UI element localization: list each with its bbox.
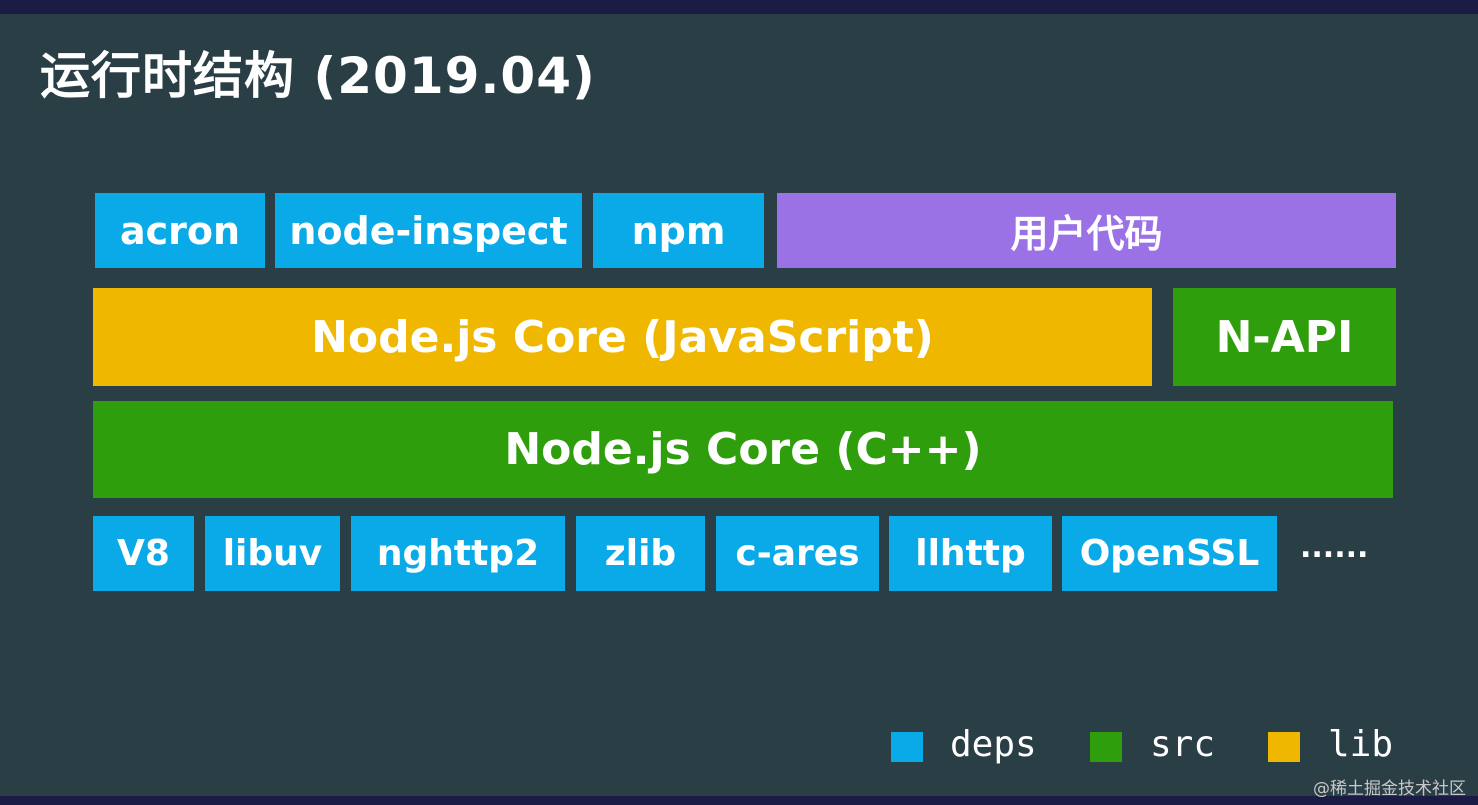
component-block: node-inspect — [275, 193, 582, 268]
legend-label: src — [1150, 724, 1216, 765]
component-block: acron — [95, 193, 265, 268]
component-block: llhttp — [889, 516, 1052, 591]
component-block: V8 — [93, 516, 194, 591]
slide-title: 运行时结构 (2019.04) — [40, 47, 596, 105]
bottom-strip — [0, 796, 1478, 805]
legend-label: deps — [950, 724, 1037, 765]
component-block: nghttp2 — [351, 516, 565, 591]
more-deps: ...... — [1300, 530, 1369, 565]
component-block: N-API — [1173, 288, 1396, 386]
watermark: @稀土掘金技术社区 — [1313, 779, 1466, 799]
legend-label: lib — [1328, 724, 1394, 765]
legend-swatch — [1090, 732, 1122, 762]
component-block: libuv — [205, 516, 340, 591]
component-block: 用户代码 — [777, 193, 1396, 268]
component-block: OpenSSL — [1062, 516, 1277, 591]
component-block: npm — [593, 193, 764, 268]
component-block: c-ares — [716, 516, 879, 591]
legend-swatch — [891, 732, 923, 762]
component-block: Node.js Core (C++) — [93, 401, 1393, 498]
legend-swatch — [1268, 732, 1300, 762]
component-block: zlib — [576, 516, 705, 591]
top-strip — [0, 0, 1478, 14]
component-block: Node.js Core (JavaScript) — [93, 288, 1152, 386]
